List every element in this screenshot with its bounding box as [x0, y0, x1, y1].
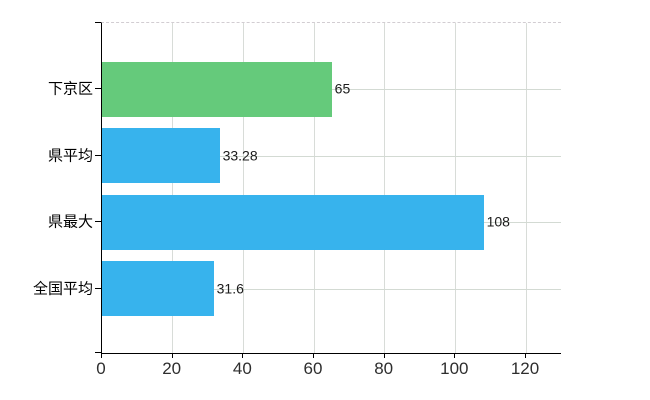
x-axis-tick: [313, 353, 314, 358]
x-tick-label: 60: [303, 359, 323, 378]
bar: [102, 194, 484, 250]
bar-value-label: 108: [486, 213, 510, 230]
x-tick-label: 0: [96, 359, 106, 378]
bar: [102, 261, 214, 316]
y-axis-tick: [95, 88, 101, 89]
plot-area: 65 33.28 108 31.6: [101, 22, 561, 354]
x-axis-tick: [454, 353, 456, 358]
x-tick-label: 100: [440, 359, 469, 378]
y-axis-end-tick: [95, 352, 101, 353]
gridline-vertical: [242, 23, 244, 353]
category-label: 下京区: [47, 80, 93, 98]
x-tick-label: 20: [162, 359, 182, 378]
gridline-horizontal: [102, 155, 561, 157]
x-axis-tick: [525, 353, 526, 358]
bar-value-label: 65: [334, 80, 351, 97]
category-label: 県最大: [47, 213, 93, 231]
x-tick-label: 80: [374, 359, 394, 378]
x-axis-tick: [242, 353, 244, 358]
gridline-vertical: [172, 23, 174, 353]
gridline-vertical: [454, 23, 456, 353]
bar-value-label: 33.28: [222, 147, 258, 164]
x-tick-label: 120: [510, 359, 540, 378]
bar-value-label: 31.6: [216, 280, 244, 297]
x-tick-label: 40: [232, 359, 252, 378]
x-axis-tick: [101, 353, 102, 358]
category-label: 県平均: [47, 147, 93, 164]
y-axis-tick: [95, 221, 101, 222]
gridline-vertical: [313, 23, 315, 353]
gridline-vertical: [384, 23, 386, 353]
y-axis-tick: [95, 154, 101, 156]
gridline-vertical: [525, 23, 527, 353]
y-axis-end-tick: [95, 22, 101, 23]
y-axis-tick: [95, 287, 101, 289]
x-axis-tick: [383, 353, 385, 358]
gridline-horizontal: [102, 288, 561, 290]
bar: [102, 61, 332, 117]
bar: [102, 128, 220, 183]
category-label: 全国平均: [32, 280, 93, 297]
x-axis-tick: [171, 353, 173, 358]
